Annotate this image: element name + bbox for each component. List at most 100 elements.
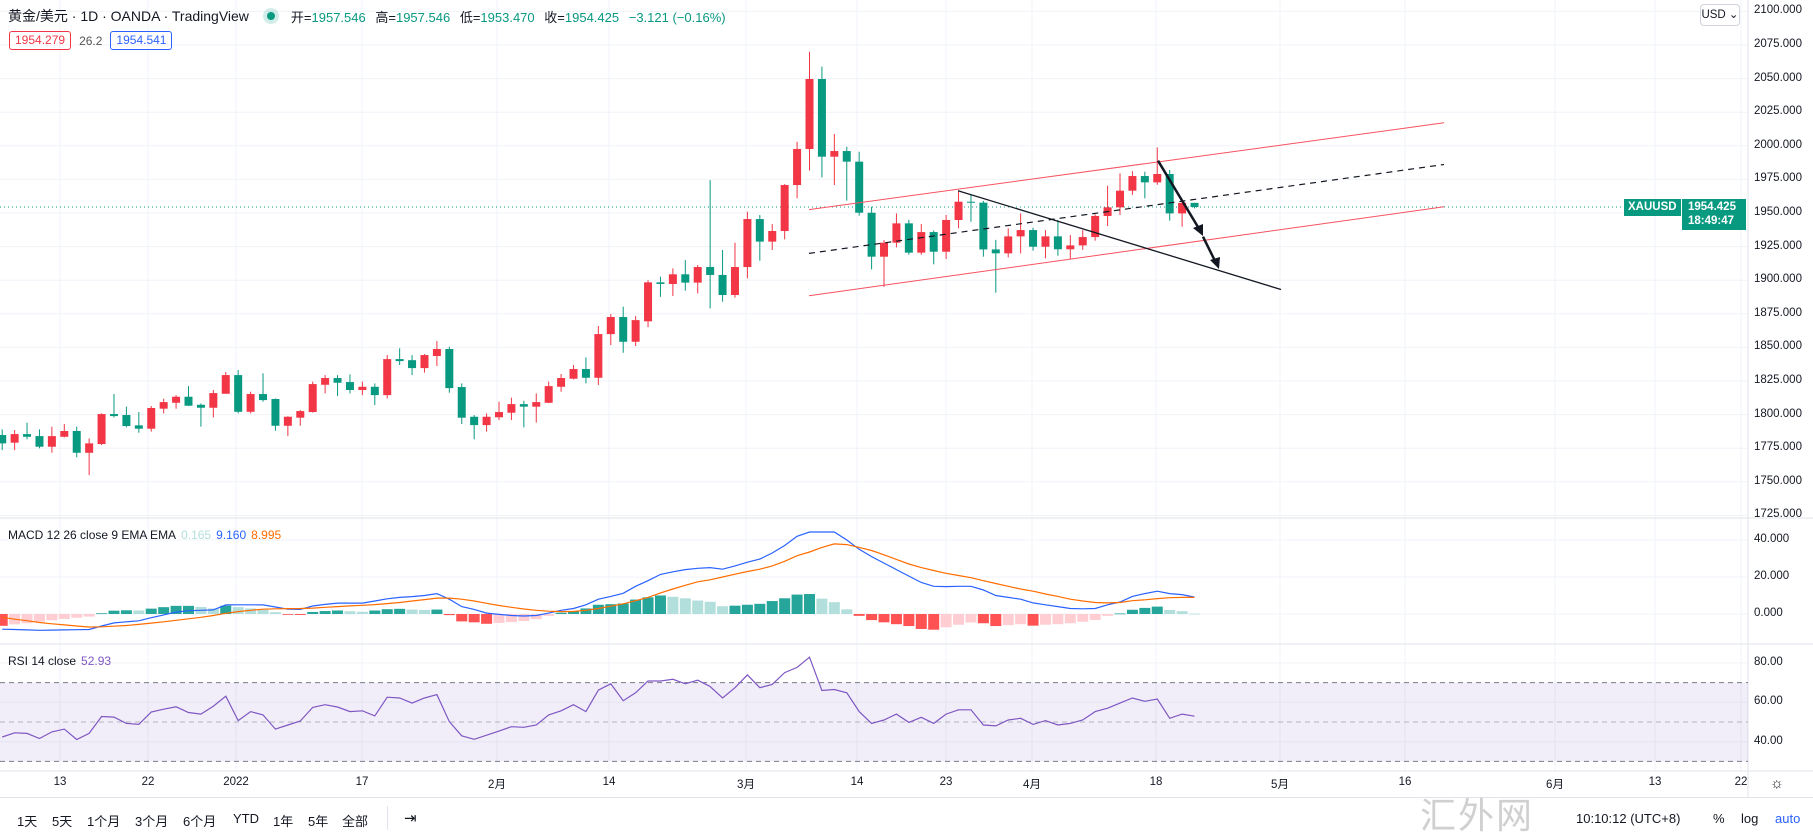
candle[interactable]	[793, 141, 802, 199]
candle[interactable]	[507, 397, 516, 421]
candle[interactable]	[358, 381, 367, 396]
range-3m-button[interactable]: 3个月	[135, 814, 169, 829]
range-1m-button[interactable]: 1个月	[87, 814, 121, 829]
candle[interactable]	[383, 355, 392, 399]
candle[interactable]	[321, 375, 330, 394]
candle[interactable]	[1128, 171, 1137, 195]
candle[interactable]	[159, 398, 168, 414]
candle[interactable]	[495, 401, 503, 421]
candle[interactable]	[991, 239, 1000, 293]
candle[interactable]	[755, 215, 764, 261]
candle[interactable]	[892, 213, 901, 248]
candle[interactable]	[532, 393, 541, 423]
clock-timezone[interactable]: 10:10:12 (UTC+8)	[1576, 811, 1681, 826]
buy-price-button[interactable]: 1954.541	[110, 31, 173, 50]
candle[interactable]	[470, 415, 479, 440]
candle[interactable]	[47, 426, 56, 453]
percent-scale-toggle[interactable]: %	[1713, 811, 1725, 826]
candle[interactable]	[35, 429, 44, 449]
candle[interactable]	[830, 133, 839, 186]
candle[interactable]	[917, 224, 926, 255]
candle[interactable]	[184, 386, 193, 406]
drawings[interactable]	[808, 122, 1445, 297]
candle[interactable]	[296, 410, 305, 426]
candle[interactable]	[880, 240, 889, 287]
log-scale-toggle[interactable]: log	[1741, 811, 1759, 826]
candle[interactable]	[72, 426, 81, 458]
candle[interactable]	[1140, 171, 1149, 199]
candle[interactable]	[147, 405, 156, 432]
arrow-line-1[interactable]	[1156, 160, 1203, 233]
candle[interactable]	[768, 224, 777, 250]
candle[interactable]	[718, 249, 727, 302]
candle[interactable]	[1103, 185, 1112, 227]
candle[interactable]	[569, 365, 578, 380]
candle[interactable]	[1078, 230, 1087, 250]
candle[interactable]	[780, 184, 789, 240]
candle[interactable]	[23, 422, 32, 440]
candle[interactable]	[817, 66, 826, 178]
candle[interactable]	[730, 242, 739, 298]
candle[interactable]	[644, 280, 653, 328]
candle[interactable]	[97, 413, 106, 446]
candle[interactable]	[557, 374, 566, 392]
macd-title[interactable]: MACD 12 26 close 9 EMA EMA	[8, 528, 177, 542]
candle[interactable]	[619, 306, 628, 353]
go-to-date-icon[interactable]: ⇥	[404, 810, 417, 827]
candle[interactable]	[122, 406, 131, 428]
candle[interactable]	[234, 370, 243, 414]
candle[interactable]	[172, 395, 181, 409]
candle[interactable]	[966, 194, 975, 222]
candle[interactable]	[209, 390, 218, 418]
candle[interactable]	[246, 391, 255, 414]
candle[interactable]	[1004, 228, 1013, 258]
candle[interactable]	[445, 346, 454, 393]
candle[interactable]	[370, 383, 379, 406]
candle[interactable]	[1041, 230, 1050, 259]
range-6m-button[interactable]: 6个月	[183, 814, 217, 829]
candle[interactable]	[196, 403, 205, 427]
candle[interactable]	[1029, 227, 1038, 251]
channel-upper-line[interactable]	[808, 122, 1445, 211]
candle[interactable]	[457, 383, 466, 425]
channel-middle-line[interactable]	[808, 163, 1445, 254]
candle[interactable]	[668, 268, 677, 297]
range-5y-button[interactable]: 5年	[308, 814, 329, 829]
candle[interactable]	[1016, 213, 1025, 254]
range-1d-button[interactable]: 1天	[17, 814, 38, 829]
range-all-button[interactable]: 全部	[342, 814, 369, 829]
range-1y-button[interactable]: 1年	[273, 814, 294, 829]
candle[interactable]	[706, 180, 715, 309]
candle[interactable]	[60, 424, 69, 438]
candle[interactable]	[1066, 235, 1075, 259]
candle[interactable]	[308, 381, 317, 413]
candle[interactable]	[408, 355, 417, 376]
candle[interactable]	[1153, 147, 1162, 185]
auto-scale-toggle[interactable]: auto	[1775, 811, 1801, 826]
candle[interactable]	[271, 398, 280, 431]
rsi-title[interactable]: RSI 14 close	[8, 654, 77, 668]
candle[interactable]	[283, 416, 292, 437]
candle[interactable]	[345, 374, 354, 394]
candle[interactable]	[1116, 173, 1124, 216]
candle[interactable]	[1053, 219, 1062, 256]
candle[interactable]	[109, 394, 118, 418]
candles[interactable]	[0, 51, 1199, 476]
candle[interactable]	[221, 371, 230, 394]
candle[interactable]	[134, 412, 143, 433]
candle[interactable]	[904, 219, 913, 255]
candle[interactable]	[606, 314, 615, 346]
candle[interactable]	[519, 400, 528, 428]
candle[interactable]	[395, 348, 404, 366]
candle[interactable]	[954, 191, 963, 229]
symbol-title[interactable]: 黄金/美元 · 1D · OANDA · TradingView	[8, 8, 249, 24]
candle[interactable]	[942, 215, 951, 259]
candle[interactable]	[420, 354, 429, 373]
candle[interactable]	[1091, 214, 1100, 241]
candle[interactable]	[581, 357, 590, 384]
candle[interactable]	[432, 341, 441, 367]
candle[interactable]	[842, 146, 851, 201]
currency-dropdown[interactable]: USD ⌄	[1700, 4, 1740, 26]
candle[interactable]	[656, 276, 665, 297]
sell-price-button[interactable]: 1954.279	[9, 31, 72, 50]
